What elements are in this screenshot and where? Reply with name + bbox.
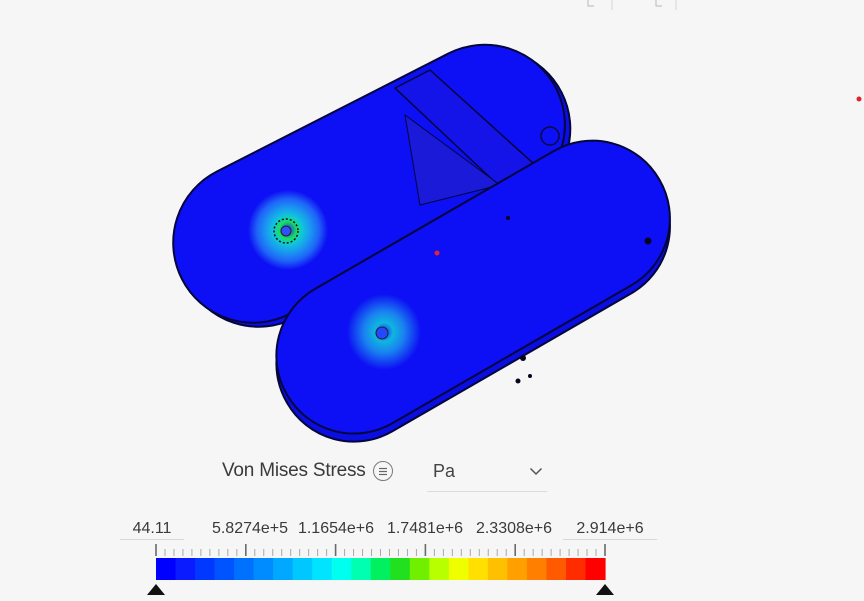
legend-color-segment xyxy=(273,558,294,580)
result-type-selector: Von Mises Stress xyxy=(222,456,393,486)
legend-color-segment xyxy=(370,558,391,580)
legend-tick-label: 5.8274e+5 xyxy=(211,520,289,537)
unit-dropdown[interactable]: Pa xyxy=(427,452,547,492)
legend-color-segment xyxy=(351,558,372,580)
legend-color-segment xyxy=(156,558,177,580)
legend-colorbar xyxy=(147,544,614,595)
legend-color-segment xyxy=(546,558,567,580)
legend-color-segment xyxy=(585,558,606,580)
result-type-label: Von Mises Stress xyxy=(222,460,366,481)
top-toolbar-fragment xyxy=(587,0,677,10)
legend-color-segment xyxy=(468,558,489,580)
legend-tick-label: 1.7481e+6 xyxy=(386,520,464,537)
legend-color-segment xyxy=(175,558,196,580)
legend-min-handle-icon[interactable] xyxy=(147,584,165,595)
legend-color-segment xyxy=(507,558,528,580)
probe-point xyxy=(434,250,440,256)
legend-color-segment xyxy=(253,558,274,580)
legend-min-field[interactable] xyxy=(120,516,184,540)
list-menu-icon[interactable] xyxy=(372,461,393,481)
legend-color-segment xyxy=(214,558,235,580)
legend-tick-label: 2.3308e+6 xyxy=(475,520,553,537)
legend-color-segment xyxy=(312,558,333,580)
chevron-down-icon xyxy=(529,463,543,481)
legend-color-segment xyxy=(195,558,216,580)
legend-color-segment xyxy=(292,558,313,580)
legend-color-segment xyxy=(526,558,548,580)
legend-max-field[interactable] xyxy=(563,516,657,540)
legend-max-handle-icon[interactable] xyxy=(596,584,614,595)
legend-color-segment xyxy=(234,558,255,580)
probe-point-edge xyxy=(856,96,862,102)
legend-tick-label: 1.1654e+6 xyxy=(297,520,375,537)
legend-color-segment xyxy=(429,558,450,580)
legend-color-segment xyxy=(331,558,352,580)
legend-color-segment xyxy=(409,558,430,580)
stress-contour-model[interactable] xyxy=(0,0,864,450)
legend-color-segment xyxy=(487,558,508,580)
legend-color-segment xyxy=(565,558,587,580)
unit-value: Pa xyxy=(433,461,456,481)
legend-color-segment xyxy=(390,558,411,580)
legend-min-label[interactable]: 44.11 xyxy=(132,520,172,537)
color-legend: 44.11 5.8274e+5 1.1654e+6 1.7481e+6 2.33… xyxy=(0,514,864,601)
legend-color-segment xyxy=(448,558,469,580)
legend-max-label[interactable]: 2.914e+6 xyxy=(576,520,644,537)
